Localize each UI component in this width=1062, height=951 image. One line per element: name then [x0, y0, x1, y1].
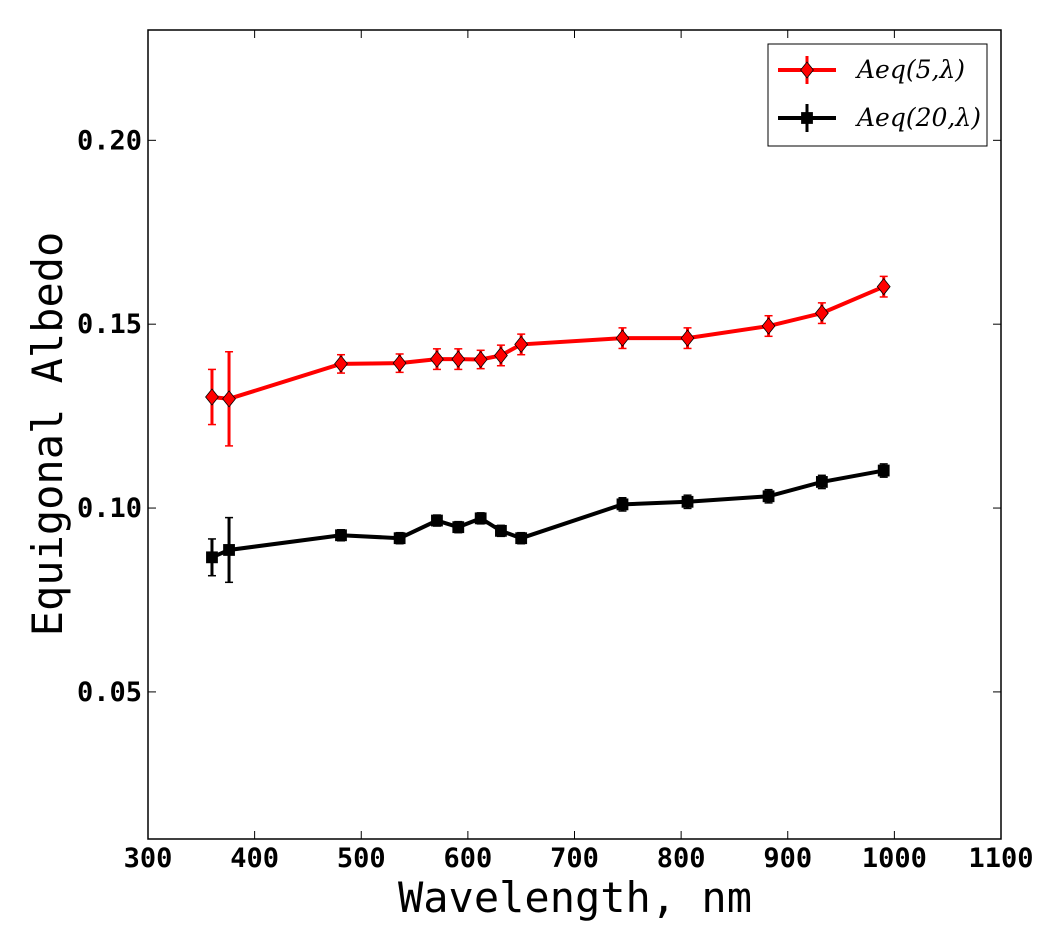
data-point	[616, 498, 629, 511]
data-point	[430, 350, 444, 368]
series-line	[211, 468, 885, 560]
data-point	[494, 346, 508, 365]
axis-ticks: 300 400 500 600 700 800 900 1000 1100 0.05 0.10 0.1…	[77, 30, 1034, 874]
legend-entry-0: Aeq(5,λ)	[778, 55, 965, 84]
data-point	[222, 390, 236, 408]
data-point	[761, 317, 776, 335]
data-point	[431, 514, 443, 527]
data-point	[223, 544, 235, 556]
data-point	[680, 329, 695, 347]
x-tick-label: 900	[763, 843, 812, 874]
data-point	[473, 350, 488, 369]
y-axis-title: Equigonal Albedo	[23, 232, 72, 637]
data-point	[876, 278, 891, 296]
series-layer	[205, 275, 891, 584]
legend-label: Aeq(5,λ)	[855, 55, 965, 84]
legend-entry-1: Aeq(20,λ)	[778, 103, 981, 132]
x-axis-title: Wavelength, nm	[398, 873, 752, 922]
data-point	[334, 355, 348, 373]
legend: Aeq(5,λ) Aeq(20,λ)	[767, 43, 988, 147]
data-point	[615, 329, 630, 347]
data-point	[205, 388, 219, 406]
legend-box	[767, 43, 988, 147]
data-point	[514, 335, 529, 354]
x-tick-label: 1100	[968, 843, 1033, 874]
data-point	[515, 532, 528, 545]
legend-label: Aeq(20,λ)	[855, 103, 981, 132]
series-line	[211, 284, 885, 401]
x-tick-label: 1000	[862, 843, 927, 874]
data-point	[392, 354, 407, 372]
x-tick-label: 700	[550, 843, 599, 874]
y-tick-label: 0.15	[77, 309, 142, 340]
x-tick-label: 500	[337, 843, 386, 874]
data-point	[877, 464, 890, 477]
x-tick-label: 400	[230, 843, 279, 874]
data-point	[206, 551, 218, 564]
legend-marker	[801, 112, 813, 124]
plot-area	[147, 29, 1002, 840]
data-point	[393, 532, 406, 545]
x-tick-label: 300	[124, 843, 173, 874]
data-point	[681, 495, 694, 508]
data-point	[451, 350, 466, 368]
y-tick-label: 0.05	[77, 677, 142, 708]
series-0	[205, 275, 891, 447]
data-point	[474, 512, 487, 525]
data-point	[762, 490, 775, 503]
data-point	[495, 524, 507, 537]
x-tick-label: 800	[657, 843, 706, 874]
legend-marker	[800, 61, 814, 79]
y-tick-label: 0.10	[77, 493, 142, 524]
y-tick-label: 0.20	[77, 125, 142, 156]
series-1	[206, 463, 890, 584]
data-point	[335, 529, 347, 542]
data-point	[814, 304, 829, 322]
data-point	[815, 476, 828, 488]
data-point	[452, 521, 465, 534]
x-tick-label: 600	[443, 843, 492, 874]
